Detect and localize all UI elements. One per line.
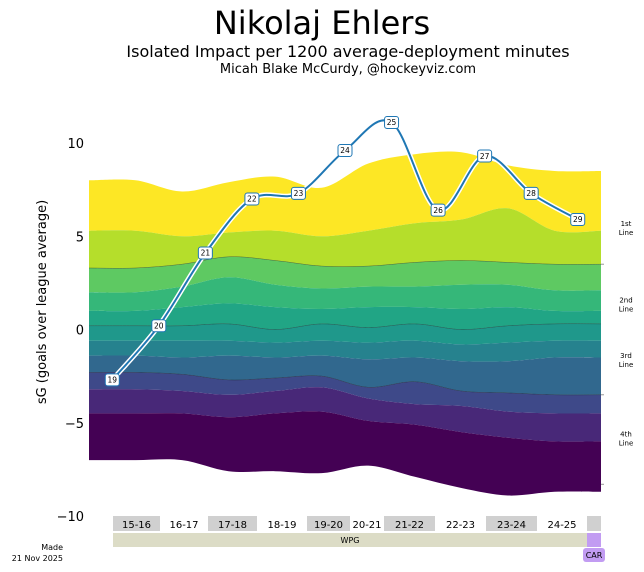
season-label: 23-24 (497, 520, 526, 531)
data-point-marker (477, 149, 493, 163)
data-point-marker (244, 192, 260, 206)
season-label: 24-25 (547, 520, 576, 531)
deployment-band (89, 151, 601, 237)
band-boundary-line (88, 256, 602, 269)
season-label: 20-21 (352, 520, 381, 531)
data-point-marker (290, 186, 306, 200)
team-label: WPG (341, 536, 360, 545)
data-point-label: 24 (340, 146, 350, 155)
chart-subtitle: Isolated Impact per 1200 average-deploym… (126, 42, 570, 61)
data-point-marker (384, 115, 400, 129)
deployment-line-label: 4th Line (619, 431, 634, 448)
data-point-marker (197, 246, 213, 260)
deployment-line-label: 3rd Line (619, 352, 634, 369)
season-label: 19-20 (314, 520, 343, 531)
data-point-label: 27 (480, 152, 490, 161)
deployment-band (89, 208, 601, 269)
data-point-marker (151, 319, 167, 333)
y-axis-label: sG (goals over league average) (35, 200, 50, 404)
team-bar: WPG CAR (113, 533, 605, 562)
data-point-marker (523, 186, 539, 200)
season-bar: 15-16 16-17 17-18 18-19 19-20 20-21 21-22 22-23… (113, 516, 601, 531)
deployment-band (89, 303, 601, 330)
deployment-line-label: 1st Line (619, 220, 634, 237)
impact-series: 19 20 21 22 23 24 25 26 27 28 29 (104, 115, 586, 387)
team-cell (113, 533, 587, 547)
line-separators (601, 263, 604, 485)
data-point-label: 28 (526, 189, 536, 198)
season-cell (486, 516, 537, 531)
deployment-band (89, 277, 601, 312)
data-point-marker (570, 212, 586, 226)
band-boundary-line (88, 323, 602, 330)
page-title: Nikolaj Ehlers (213, 4, 431, 42)
data-point-label: 20 (154, 321, 164, 330)
season-cell (384, 516, 435, 531)
y-axis: 10 5 0 −5 −10 (57, 137, 84, 525)
season-label: 16-17 (169, 520, 198, 531)
y-tick-label: 10 (67, 137, 84, 152)
season-label: 18-19 (267, 520, 296, 531)
season-label: 17-18 (218, 520, 247, 531)
deployment-band (89, 256, 601, 293)
y-tick-label: −10 (57, 510, 84, 525)
data-point-marker (430, 203, 446, 217)
data-point-label: 22 (247, 195, 257, 204)
deployment-band (89, 323, 601, 345)
data-point-label: 19 (107, 376, 117, 385)
season-cell (307, 516, 350, 531)
season-cell (208, 516, 257, 531)
team-label: CAR (586, 551, 603, 560)
made-date: 21 Nov 2025 (12, 554, 63, 563)
team-cell (587, 533, 601, 547)
season-cell (113, 516, 160, 531)
deployment-band (89, 355, 601, 395)
season-label: 22-23 (446, 520, 475, 531)
data-point-marker (337, 143, 353, 157)
deployment-band (89, 411, 601, 496)
data-point-label: 25 (387, 118, 397, 127)
deployment-band (89, 387, 601, 442)
deployment-line-labels: 1st Line 2nd Line 3rd Line 4th Line (619, 220, 634, 448)
data-point-label: 23 (294, 189, 304, 198)
data-point-label: 26 (433, 206, 443, 215)
deployment-bands (88, 151, 602, 496)
deployment-band (89, 340, 601, 362)
y-tick-label: 0 (76, 324, 84, 339)
season-label: 15-16 (122, 520, 151, 531)
deployment-line-label: 2nd Line (619, 296, 634, 313)
team-badge (583, 548, 605, 562)
y-tick-label: −5 (65, 417, 84, 432)
season-label: 21-22 (395, 520, 424, 531)
data-point-marker (104, 373, 120, 387)
author-byline: Micah Blake McCurdy, @hockeyviz.com (219, 62, 477, 77)
data-point-label: 29 (573, 215, 583, 224)
season-cell (587, 516, 601, 531)
band-boundary-line (88, 372, 602, 396)
made-label: Made (41, 543, 63, 552)
y-tick-label: 5 (76, 230, 84, 245)
data-point-label: 21 (201, 249, 211, 258)
deployment-band (89, 372, 601, 414)
